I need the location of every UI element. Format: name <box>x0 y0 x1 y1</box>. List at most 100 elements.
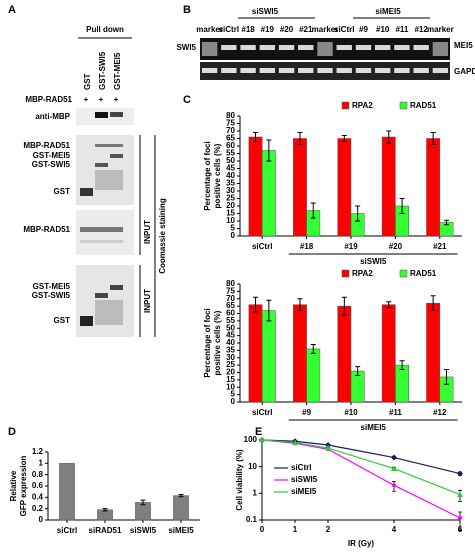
band <box>95 300 123 325</box>
band <box>355 45 372 50</box>
error-bar <box>443 369 449 385</box>
y-axis-label: GFP expression <box>19 456 28 517</box>
y-tick-label: 15 <box>226 209 235 218</box>
error-bar <box>430 132 436 145</box>
y-tick-label: 20 <box>226 201 235 210</box>
band <box>375 68 391 73</box>
legend-label: RPA2 <box>352 101 373 110</box>
error-bar <box>386 130 392 144</box>
x-tick-label: siRAD51 <box>89 526 122 535</box>
error-bar <box>355 205 361 222</box>
lane-label: siCtrl <box>219 25 239 34</box>
y-tick-label: 0.2 <box>32 504 44 513</box>
gel-label: GST <box>54 187 71 196</box>
input-label: INPUT <box>143 220 152 244</box>
row-label: SWI5 <box>176 43 196 52</box>
band <box>413 68 429 73</box>
point <box>292 439 298 446</box>
input-label: INPUT <box>143 289 152 313</box>
error-bar <box>310 202 316 219</box>
band <box>110 285 123 290</box>
y-tick-label: 30 <box>226 186 235 195</box>
y-axis-label: positive cells (%) <box>213 143 222 208</box>
point <box>391 454 397 461</box>
y-tick-label: 10 <box>248 462 257 471</box>
gel-label: MBP-RAD51 <box>23 225 70 234</box>
x-tick-label: #18 <box>300 242 314 251</box>
band <box>95 163 108 167</box>
y-tick-label: 25 <box>226 194 235 203</box>
y-axis-label: Percentage of foci <box>203 308 212 377</box>
y-tick-label: 0 <box>39 515 44 524</box>
band <box>110 154 123 158</box>
legend-swatch <box>341 269 350 278</box>
y-tick-label: 100 <box>244 435 258 444</box>
gel <box>76 210 134 255</box>
y-tick-label: 25 <box>226 360 235 369</box>
band <box>432 42 449 56</box>
y-tick-label: 1.2 <box>32 447 44 456</box>
bar <box>426 302 441 403</box>
y-tick-label: 5 <box>231 390 236 399</box>
x-tick-label: 2 <box>326 525 331 534</box>
row-mark: + <box>99 95 104 104</box>
bar <box>248 304 263 403</box>
error-bar <box>458 511 462 532</box>
point <box>325 445 331 451</box>
band <box>201 42 218 56</box>
band <box>298 45 314 50</box>
lane-label: #11 <box>395 25 408 34</box>
x-tick-label: #21 <box>433 242 447 251</box>
group-label: siMEI5 <box>361 423 387 432</box>
row-label: MBP-RAD51 <box>25 95 72 104</box>
lane-label: #12 <box>414 25 428 34</box>
row-mark: + <box>114 95 119 104</box>
bar <box>337 138 352 237</box>
error-bar <box>430 295 436 312</box>
y-axis-label: Percentage of foci <box>203 141 212 210</box>
error-bar <box>297 132 303 145</box>
error-bar <box>341 296 347 316</box>
y-tick-label: 20 <box>226 368 235 377</box>
point <box>391 465 397 472</box>
x-tick-label: 1 <box>293 525 298 534</box>
bar <box>248 136 263 237</box>
band <box>317 68 333 73</box>
bar <box>293 138 307 237</box>
error-bar <box>178 494 184 498</box>
y-axis-label: positive cells (%) <box>213 310 222 375</box>
y-tick-label: 35 <box>226 179 235 188</box>
legend-swatch <box>399 101 408 110</box>
y-tick-label: 40 <box>226 171 235 180</box>
bar <box>381 136 396 237</box>
x-tick-label: 0 <box>260 525 265 534</box>
y-tick-label: 1 <box>39 458 44 467</box>
y-tick-label: 80 <box>226 279 235 288</box>
panel-label: C <box>183 94 191 106</box>
y-axis-label: Cell viability (%) <box>235 449 244 511</box>
point <box>392 483 396 488</box>
gel-label: GST-MEI5 <box>33 151 71 160</box>
lane-label: #10 <box>376 25 390 34</box>
lane-label: GST-SWI5 <box>98 51 107 90</box>
point <box>457 491 463 498</box>
y-tick-label: 75 <box>226 286 235 295</box>
band <box>240 45 256 50</box>
bar <box>261 310 276 403</box>
band <box>278 45 295 50</box>
lane-label: #19 <box>261 25 275 34</box>
error-bar <box>140 499 146 506</box>
group-label: siMEI5 <box>375 7 401 16</box>
lane-label: #9 <box>359 25 368 34</box>
y-tick-label: 70 <box>226 126 235 135</box>
legend-label: siMEI5 <box>291 487 317 496</box>
header: Pull down <box>86 25 124 34</box>
group-label: siSWI5 <box>252 7 279 16</box>
error-bar <box>310 343 316 354</box>
y-tick-label: 50 <box>226 323 235 332</box>
lane-label: #21 <box>299 25 313 34</box>
legend-label: siSWI5 <box>291 475 318 484</box>
gel-label: MBP-RAD51 <box>23 141 70 150</box>
panel-label: E <box>255 426 262 438</box>
